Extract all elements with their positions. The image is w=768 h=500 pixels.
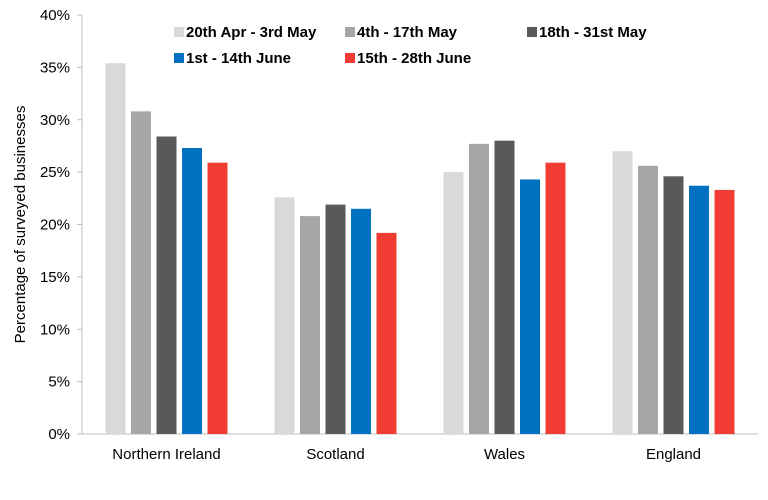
bar-scotland-series-5 (376, 232, 397, 434)
bar-northern-ireland-series-3 (156, 136, 177, 434)
y-tick-label: 5% (48, 374, 70, 391)
legend-swatch (527, 27, 537, 37)
y-tick-label: 30% (40, 112, 70, 129)
bar-wales-series-5 (545, 162, 566, 434)
x-category-label: Wales (484, 446, 525, 463)
y-tick-label: 35% (40, 59, 70, 76)
y-axis-ticks: 0% 5% 10% 15% 20% 25% 30% 35% 40% (40, 7, 82, 443)
bar-england-series-3 (663, 176, 684, 434)
bar-scotland-series-3 (325, 204, 346, 434)
bar-northern-ireland-series-4 (182, 148, 202, 434)
y-axis-title: Percentage of surveyed businesses (12, 106, 29, 344)
bar-scotland-series-2 (300, 216, 320, 434)
bar-england-series-5 (714, 189, 735, 434)
y-tick-label: 0% (48, 426, 70, 443)
x-category-label: Scotland (306, 446, 364, 463)
bar-scotland-series-1 (274, 197, 295, 434)
bar-wales-series-2 (469, 143, 489, 434)
y-tick-label: 25% (40, 164, 70, 181)
y-tick-label: 40% (40, 7, 70, 24)
y-tick-label: 10% (40, 321, 70, 338)
y-tick-label: 15% (40, 269, 70, 286)
legend-label: 4th - 17th May (357, 24, 458, 41)
legend-swatch (345, 27, 355, 37)
legend-label: 1st - 14th June (186, 50, 291, 67)
y-tick-label: 20% (40, 217, 70, 234)
bar-wales-series-3 (494, 140, 515, 434)
bar-england-series-4 (689, 185, 709, 434)
bar-england-series-2 (638, 165, 658, 434)
bar-northern-ireland-series-2 (131, 111, 151, 435)
legend-label: 15th - 28th June (357, 50, 471, 67)
bar-england-series-1 (612, 151, 633, 435)
bar-northern-ireland-series-5 (207, 162, 228, 434)
category-labels: Northern Ireland Scotland Wales England (112, 446, 701, 463)
legend-swatch (174, 53, 184, 63)
legend-label: 20th Apr - 3rd May (186, 24, 317, 41)
x-category-label: Northern Ireland (112, 446, 220, 463)
legend-swatch (174, 27, 184, 37)
x-category-label: England (646, 446, 701, 463)
bar-wales-series-4 (520, 179, 540, 434)
bars (105, 63, 735, 435)
bar-northern-ireland-series-1 (105, 63, 126, 435)
legend: 20th Apr - 3rd May 4th - 17th May 18th - 3… (174, 24, 647, 67)
legend-swatch (345, 53, 355, 63)
bar-wales-series-1 (443, 172, 464, 434)
legend-label: 18th - 31st May (539, 24, 647, 41)
bar-scotland-series-4 (351, 208, 371, 434)
